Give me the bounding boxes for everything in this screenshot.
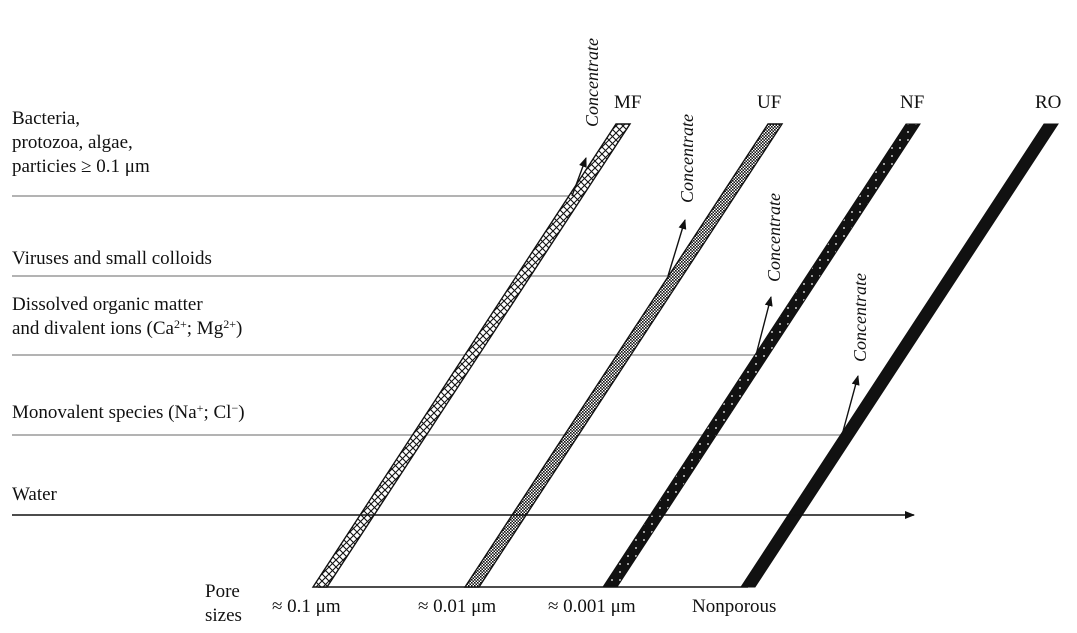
concentrate-arrow-ro — [841, 375, 860, 436]
membrane-nf-band — [602, 123, 921, 588]
dissolved-line-1: Dissolved organic matter — [12, 294, 203, 315]
membrane-ro-band — [740, 123, 1059, 588]
membrane-label-mf: MF — [614, 92, 642, 113]
pore-title-line-2: sizes — [205, 605, 242, 626]
pore-size-nf: ≈ 0.001 μm — [548, 596, 636, 617]
pore-sizes-title: Pore sizes — [205, 580, 242, 628]
concentrate-arrow-uf — [667, 219, 687, 277]
membrane-mf-band — [311, 123, 632, 588]
pore-title-line-1: Pore — [205, 581, 240, 602]
concentrate-label-ro: Concentrate — [850, 273, 870, 362]
membrane-label-ro: RO — [1035, 92, 1062, 113]
concentrate-arrow-mf — [571, 157, 587, 197]
species-label-monovalent: Monovalent species (Na+; Cl−) — [12, 401, 245, 423]
bacteria-line-3: particies ≥ 0.1 μm — [12, 156, 150, 177]
bacteria-line-2: protozoa, algae, — [12, 132, 133, 153]
pore-size-mf: ≈ 0.1 μm — [272, 596, 341, 617]
membrane-label-uf: UF — [757, 92, 782, 113]
pore-size-uf: ≈ 0.01 μm — [418, 596, 497, 617]
dissolved-line-2: and divalent ions (Ca2+; Mg2+) — [12, 317, 243, 339]
pore-size-ro: Nonporous — [692, 596, 777, 617]
membrane-uf-band — [463, 123, 784, 588]
species-label-water: Water — [12, 484, 57, 505]
concentrate-arrow-nf — [755, 296, 773, 356]
species-label-dissolved: Dissolved organic matter and divalent io… — [12, 293, 242, 341]
species-label-bacteria: Bacteria, protozoa, algae, particies ≥ 0… — [12, 107, 150, 179]
membrane-label-nf: NF — [900, 92, 925, 113]
concentrate-label-uf: Concentrate — [677, 114, 697, 203]
species-label-viruses: Viruses and small colloids — [12, 248, 212, 269]
bacteria-line-1: Bacteria, — [12, 108, 81, 129]
concentrate-label-mf: Concentrate — [582, 38, 602, 127]
concentrate-label-nf: Concentrate — [764, 193, 784, 282]
